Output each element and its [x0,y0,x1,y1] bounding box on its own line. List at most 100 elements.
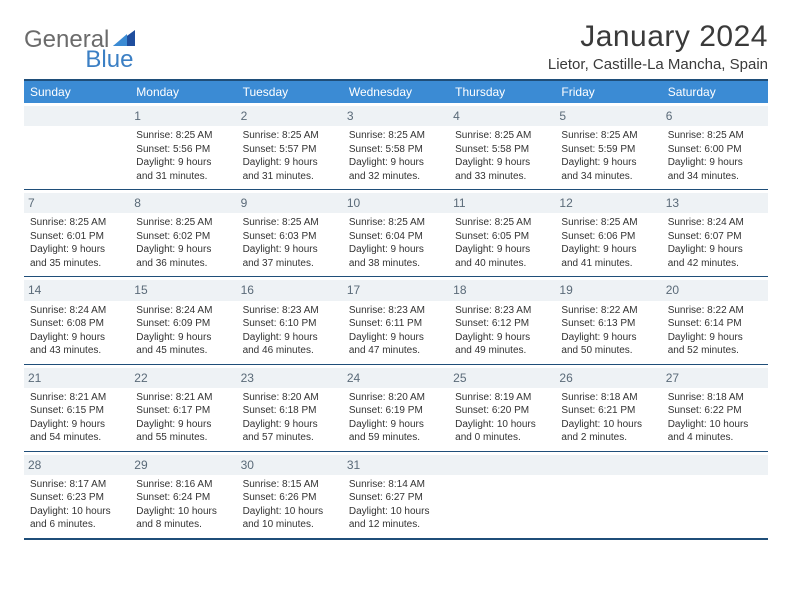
dayname-wed: Wednesday [343,81,449,103]
day-number: 12 [555,193,661,213]
day-details: Sunrise: 8:24 AM Sunset: 6:07 PM Dayligh… [668,216,762,270]
day-cell: 31Sunrise: 8:14 AM Sunset: 6:27 PM Dayli… [343,452,449,538]
day-number: 28 [24,455,130,475]
day-number-empty [24,106,130,126]
day-details: Sunrise: 8:25 AM Sunset: 6:03 PM Dayligh… [243,216,337,270]
day-cell [24,103,130,189]
day-cell [662,452,768,538]
day-number: 31 [343,455,449,475]
week-row: 14 Sunrise: 8:24 AM Sunset: 6:08 PM Dayli… [24,276,768,363]
page-header: General Blue January 2024 Lietor, Castil… [24,20,768,73]
day-number: 19 [555,280,661,300]
title-block: January 2024 Lietor, Castille-La Mancha,… [548,20,768,73]
day-cell: 23 Sunrise: 8:20 AM Sunset: 6:18 PM Dayli… [237,365,343,451]
day-number: 6 [662,106,768,126]
day-cell: 10Sunrise: 8:25 AM Sunset: 6:04 PM Dayli… [343,190,449,276]
day-cell: 2 Sunrise: 8:25 AM Sunset: 5:57 PM Daylig… [237,103,343,189]
day-cell [449,452,555,538]
day-details: Sunrise: 8:19 AM Sunset: 6:20 PM Dayligh… [455,391,549,445]
day-cell: 13 Sunrise: 8:24 AM Sunset: 6:07 PM Dayli… [662,190,768,276]
day-number-empty [555,455,661,475]
day-number: 5 [555,106,661,126]
day-cell [555,452,661,538]
day-number: 11 [449,193,555,213]
day-number: 24 [343,368,449,388]
logo-text-blue: Blue [85,46,133,74]
day-number: 1 [130,106,236,126]
day-details: Sunrise: 8:25 AM Sunset: 5:58 PM Dayligh… [455,129,549,183]
day-cell: 26Sunrise: 8:18 AM Sunset: 6:21 PM Dayli… [555,365,661,451]
day-number: 7 [24,193,130,213]
day-number-empty [449,455,555,475]
day-details: Sunrise: 8:23 AM Sunset: 6:12 PM Dayligh… [455,304,549,358]
day-cell: 15 Sunrise: 8:24 AM Sunset: 6:09 PM Dayli… [130,277,236,363]
day-cell: 22 Sunrise: 8:21 AM Sunset: 6:17 PM Dayli… [130,365,236,451]
day-cell: 9Sunrise: 8:25 AM Sunset: 6:03 PM Daylig… [237,190,343,276]
day-details: Sunrise: 8:25 AM Sunset: 5:59 PM Dayligh… [561,129,655,183]
day-details: Sunrise: 8:25 AM Sunset: 6:02 PM Dayligh… [136,216,230,270]
day-number: 20 [662,280,768,300]
day-cell: 18Sunrise: 8:23 AM Sunset: 6:12 PM Dayli… [449,277,555,363]
day-details: Sunrise: 8:15 AM Sunset: 6:26 PM Dayligh… [243,478,337,532]
day-details: Sunrise: 8:23 AM Sunset: 6:11 PM Dayligh… [349,304,443,358]
day-number: 25 [449,368,555,388]
day-number: 14 [24,280,130,300]
day-cell: 7Sunrise: 8:25 AM Sunset: 6:01 PM Daylig… [24,190,130,276]
day-number: 29 [130,455,236,475]
day-number: 22 [130,368,236,388]
day-cell: 16 Sunrise: 8:23 AM Sunset: 6:10 PM Dayli… [237,277,343,363]
day-details: Sunrise: 8:24 AM Sunset: 6:08 PM Dayligh… [30,304,124,358]
day-cell: 6 Sunrise: 8:25 AM Sunset: 6:00 PM Daylig… [662,103,768,189]
day-details: Sunrise: 8:16 AM Sunset: 6:24 PM Dayligh… [136,478,230,532]
day-details: Sunrise: 8:25 AM Sunset: 5:57 PM Dayligh… [243,129,337,183]
day-number: 30 [237,455,343,475]
day-header-row: Sunday Monday Tuesday Wednesday Thursday… [24,81,768,103]
day-details: Sunrise: 8:25 AM Sunset: 6:05 PM Dayligh… [455,216,549,270]
dayname-sat: Saturday [662,81,768,103]
day-details: Sunrise: 8:25 AM Sunset: 6:04 PM Dayligh… [349,216,443,270]
day-number: 21 [24,368,130,388]
day-number: 15 [130,280,236,300]
day-cell: 27 Sunrise: 8:18 AM Sunset: 6:22 PM Dayli… [662,365,768,451]
location-text: Lietor, Castille-La Mancha, Spain [548,56,768,73]
day-number-empty [662,455,768,475]
calendar-grid: Sunday Monday Tuesday Wednesday Thursday… [24,79,768,540]
day-details: Sunrise: 8:22 AM Sunset: 6:13 PM Dayligh… [561,304,655,358]
day-details: Sunrise: 8:21 AM Sunset: 6:15 PM Dayligh… [30,391,124,445]
dayname-tue: Tuesday [237,81,343,103]
day-cell: 17 Sunrise: 8:23 AM Sunset: 6:11 PM Dayli… [343,277,449,363]
day-cell: 19 Sunrise: 8:22 AM Sunset: 6:13 PM Dayli… [555,277,661,363]
day-cell: 21 Sunrise: 8:21 AM Sunset: 6:15 PM Dayli… [24,365,130,451]
day-number: 27 [662,368,768,388]
day-details: Sunrise: 8:20 AM Sunset: 6:18 PM Dayligh… [243,391,337,445]
day-number: 8 [130,193,236,213]
day-details: Sunrise: 8:25 AM Sunset: 6:00 PM Dayligh… [668,129,762,183]
day-number: 16 [237,280,343,300]
day-details: Sunrise: 8:20 AM Sunset: 6:19 PM Dayligh… [349,391,443,445]
day-number: 2 [237,106,343,126]
day-cell: 8 Sunrise: 8:25 AM Sunset: 6:02 PM Daylig… [130,190,236,276]
day-cell: 20 Sunrise: 8:22 AM Sunset: 6:14 PM Dayli… [662,277,768,363]
day-details: Sunrise: 8:18 AM Sunset: 6:22 PM Dayligh… [668,391,762,445]
day-details: Sunrise: 8:21 AM Sunset: 6:17 PM Dayligh… [136,391,230,445]
day-details: Sunrise: 8:17 AM Sunset: 6:23 PM Dayligh… [30,478,124,532]
day-cell: 24 Sunrise: 8:20 AM Sunset: 6:19 PM Dayli… [343,365,449,451]
day-details: Sunrise: 8:22 AM Sunset: 6:14 PM Dayligh… [668,304,762,358]
day-details: Sunrise: 8:25 AM Sunset: 5:58 PM Dayligh… [349,129,443,183]
day-number: 17 [343,280,449,300]
day-number: 23 [237,368,343,388]
day-cell: 11 Sunrise: 8:25 AM Sunset: 6:05 PM Dayli… [449,190,555,276]
day-details: Sunrise: 8:25 AM Sunset: 6:06 PM Dayligh… [561,216,655,270]
day-number: 13 [662,193,768,213]
day-details: Sunrise: 8:24 AM Sunset: 6:09 PM Dayligh… [136,304,230,358]
dayname-sun: Sunday [24,81,130,103]
brand-logo: General Blue [24,26,187,54]
day-number: 3 [343,106,449,126]
day-number: 4 [449,106,555,126]
day-cell: 29 Sunrise: 8:16 AM Sunset: 6:24 PM Dayli… [130,452,236,538]
day-details: Sunrise: 8:18 AM Sunset: 6:21 PM Dayligh… [561,391,655,445]
day-details: Sunrise: 8:23 AM Sunset: 6:10 PM Dayligh… [243,304,337,358]
dayname-fri: Friday [555,81,661,103]
week-row: 7Sunrise: 8:25 AM Sunset: 6:01 PM Daylig… [24,189,768,276]
day-details: Sunrise: 8:25 AM Sunset: 5:56 PM Dayligh… [136,129,230,183]
